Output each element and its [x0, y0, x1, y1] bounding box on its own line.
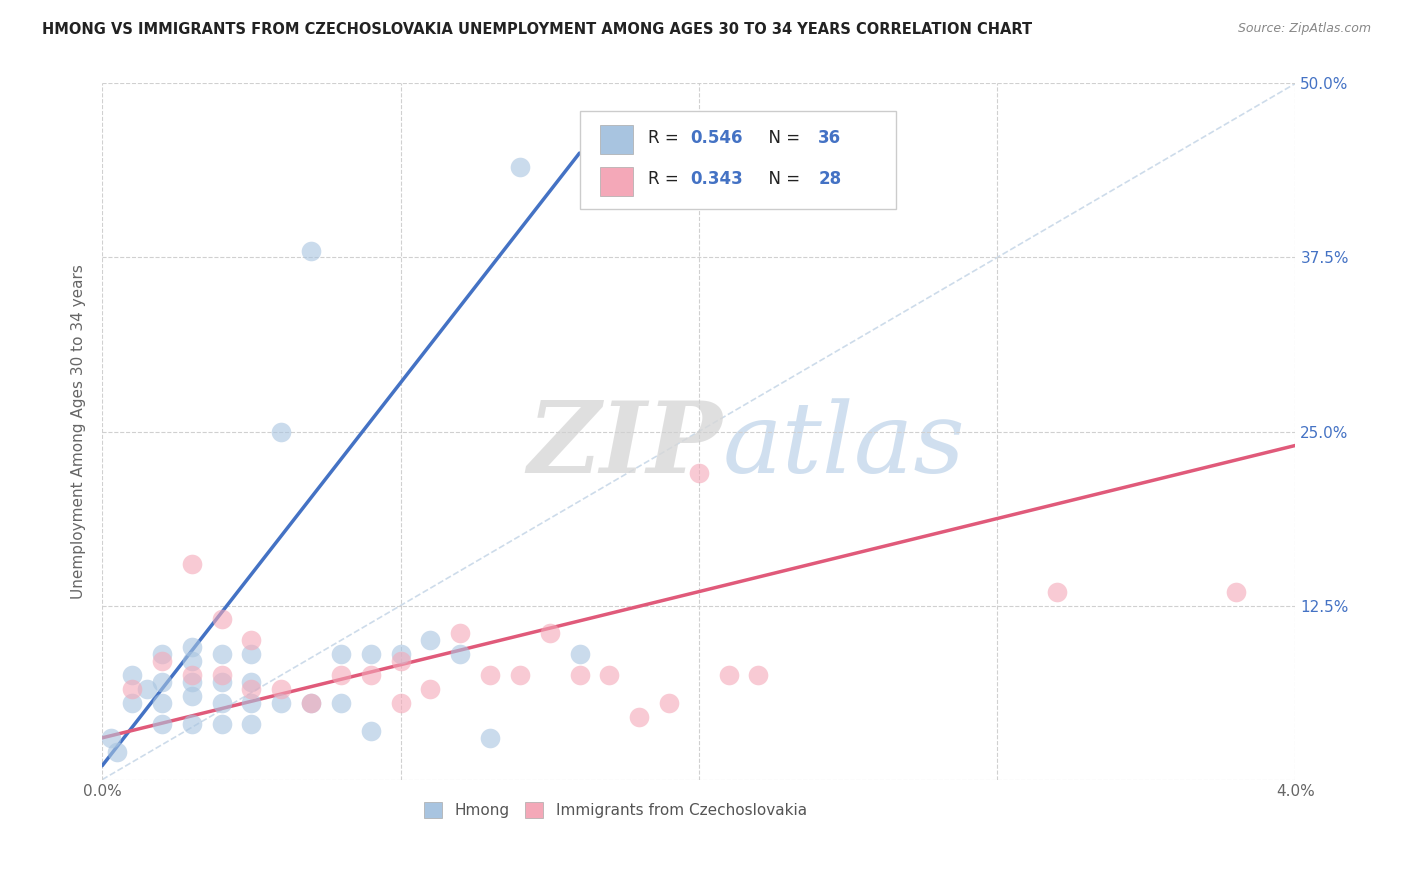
Point — [419, 633, 441, 648]
Point — [628, 710, 651, 724]
Text: R =: R = — [648, 128, 683, 146]
Point — [211, 648, 233, 662]
FancyBboxPatch shape — [579, 112, 896, 209]
Text: 36: 36 — [818, 128, 841, 146]
Point — [389, 654, 412, 668]
Point — [360, 648, 382, 662]
Point — [509, 668, 531, 682]
Point — [329, 668, 352, 682]
Point — [299, 244, 322, 258]
Legend: Hmong, Immigrants from Czechoslovakia: Hmong, Immigrants from Czechoslovakia — [418, 796, 813, 824]
Point — [389, 696, 412, 710]
Point — [211, 717, 233, 731]
Point — [688, 467, 710, 481]
Point — [329, 648, 352, 662]
Point — [180, 640, 202, 655]
Point — [360, 723, 382, 738]
Point — [598, 668, 620, 682]
Point — [180, 668, 202, 682]
Point — [180, 689, 202, 703]
Point — [1225, 584, 1247, 599]
Point — [240, 648, 263, 662]
Text: atlas: atlas — [723, 398, 966, 493]
Point — [299, 696, 322, 710]
Text: N =: N = — [758, 128, 806, 146]
Point — [180, 675, 202, 690]
Point — [211, 675, 233, 690]
Point — [240, 633, 263, 648]
Point — [419, 682, 441, 697]
Point — [150, 648, 173, 662]
Point — [105, 745, 128, 759]
Point — [180, 557, 202, 571]
Point — [717, 668, 740, 682]
Point — [180, 654, 202, 668]
Text: N =: N = — [758, 170, 806, 188]
Point — [211, 668, 233, 682]
Point — [150, 675, 173, 690]
Point — [479, 731, 502, 745]
Point — [389, 648, 412, 662]
Point — [240, 696, 263, 710]
Point — [568, 648, 591, 662]
Point — [211, 612, 233, 626]
Point — [121, 682, 143, 697]
Point — [479, 668, 502, 682]
Bar — [600, 167, 633, 196]
Text: HMONG VS IMMIGRANTS FROM CZECHOSLOVAKIA UNEMPLOYMENT AMONG AGES 30 TO 34 YEARS C: HMONG VS IMMIGRANTS FROM CZECHOSLOVAKIA … — [42, 22, 1032, 37]
Y-axis label: Unemployment Among Ages 30 to 34 years: Unemployment Among Ages 30 to 34 years — [72, 264, 86, 599]
Point — [240, 675, 263, 690]
Point — [538, 626, 561, 640]
Point — [121, 668, 143, 682]
Text: 0.546: 0.546 — [690, 128, 742, 146]
Bar — [600, 125, 633, 154]
Text: R =: R = — [648, 170, 683, 188]
Point — [299, 696, 322, 710]
Point — [150, 717, 173, 731]
Point — [360, 668, 382, 682]
Point — [568, 668, 591, 682]
Point — [240, 717, 263, 731]
Point — [1046, 584, 1069, 599]
Point — [449, 648, 471, 662]
Point — [270, 696, 292, 710]
Point — [449, 626, 471, 640]
Point — [270, 682, 292, 697]
Point — [100, 731, 122, 745]
Point — [329, 696, 352, 710]
Text: Source: ZipAtlas.com: Source: ZipAtlas.com — [1237, 22, 1371, 36]
Text: 0.343: 0.343 — [690, 170, 744, 188]
Point — [150, 696, 173, 710]
Point — [658, 696, 681, 710]
Point — [747, 668, 769, 682]
Point — [121, 696, 143, 710]
Point — [270, 425, 292, 439]
Point — [211, 696, 233, 710]
Text: 28: 28 — [818, 170, 841, 188]
Text: ZIP: ZIP — [527, 397, 723, 493]
Point — [180, 717, 202, 731]
Point — [150, 654, 173, 668]
Point — [509, 160, 531, 174]
Point — [136, 682, 159, 697]
Point — [240, 682, 263, 697]
